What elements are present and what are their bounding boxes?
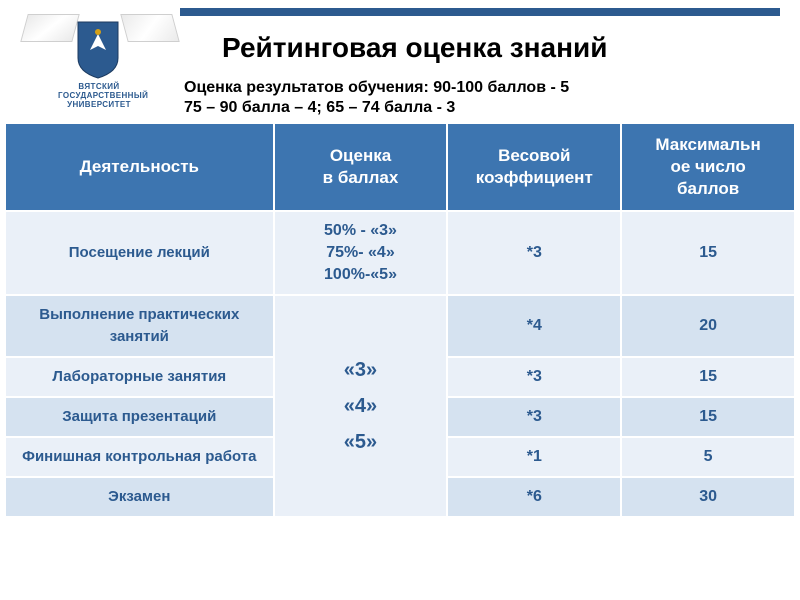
- cell-weight: *3: [447, 397, 621, 437]
- cell-weight: *4: [447, 295, 621, 357]
- cell-activity: Выполнение практических занятий: [5, 295, 274, 357]
- table-row: Выполнение практических занятий «3» «4» …: [5, 295, 795, 357]
- cell-weight: *1: [447, 437, 621, 477]
- cell-activity: Лабораторные занятия: [5, 357, 274, 397]
- cell-activity: Финишная контрольная работа: [5, 437, 274, 477]
- cell-activity: Экзамен: [5, 477, 274, 517]
- cell-max: 15: [621, 211, 795, 295]
- cell-max: 30: [621, 477, 795, 517]
- col-score-l2: в баллах: [323, 168, 399, 187]
- col-max-l1: Максимальн: [655, 135, 760, 154]
- col-weight-l1: Весовой: [498, 146, 570, 165]
- merged-score-l3: «5»: [344, 431, 377, 453]
- col-score-l1: Оценка: [330, 146, 391, 165]
- university-name-l1: ВЯТСКИЙ: [58, 82, 140, 91]
- col-activity: Деятельность: [5, 123, 274, 211]
- cell-max: 15: [621, 357, 795, 397]
- cell-score: 50% - «3» 75%- «4» 100%-«5»: [274, 211, 448, 295]
- page-title: Рейтинговая оценка знаний: [222, 32, 607, 64]
- university-name: ВЯТСКИЙ ГОСУДАРСТВЕННЫЙ УНИВЕРСИТЕТ: [58, 82, 140, 109]
- cell-max: 5: [621, 437, 795, 477]
- table-header-row: Деятельность Оценка в баллах Весовой коэ…: [5, 123, 795, 211]
- col-max: Максимальн ое число баллов: [621, 123, 795, 211]
- cell-weight: *3: [447, 357, 621, 397]
- university-name-l3: УНИВЕРСИТЕТ: [58, 100, 140, 109]
- header-bar: [180, 8, 780, 16]
- merged-score-l2: «4»: [344, 395, 377, 417]
- col-max-l3: баллов: [677, 179, 739, 198]
- score-l3: 100%-«5»: [324, 266, 397, 283]
- cell-weight: *6: [447, 477, 621, 517]
- scoring-rules-l2: 75 – 90 балла – 4; 65 – 74 балла - 3: [184, 98, 569, 118]
- cell-activity: Защита презентаций: [5, 397, 274, 437]
- score-l2: 75%- «4»: [326, 244, 395, 261]
- col-weight: Весовой коэффициент: [447, 123, 621, 211]
- table-row: Посещение лекций 50% - «3» 75%- «4» 100%…: [5, 211, 795, 295]
- cell-activity: Посещение лекций: [5, 211, 274, 295]
- cell-max: 15: [621, 397, 795, 437]
- scoring-rules-l1: Оценка результатов обучения: 90-100 балл…: [184, 78, 569, 98]
- merged-score-l1: «3»: [344, 359, 377, 381]
- cell-score-merged: «3» «4» «5»: [274, 295, 448, 517]
- col-max-l2: ое число: [670, 157, 745, 176]
- score-l1: 50% - «3»: [324, 222, 397, 239]
- university-name-l2: ГОСУДАРСТВЕННЫЙ: [58, 91, 140, 100]
- scoring-rules: Оценка результатов обучения: 90-100 балл…: [184, 78, 569, 118]
- rating-table: Деятельность Оценка в баллах Весовой коэ…: [4, 122, 796, 518]
- col-score: Оценка в баллах: [274, 123, 448, 211]
- cell-max: 20: [621, 295, 795, 357]
- col-weight-l2: коэффициент: [476, 168, 593, 187]
- cell-weight: *3: [447, 211, 621, 295]
- university-shield-icon: [76, 20, 120, 80]
